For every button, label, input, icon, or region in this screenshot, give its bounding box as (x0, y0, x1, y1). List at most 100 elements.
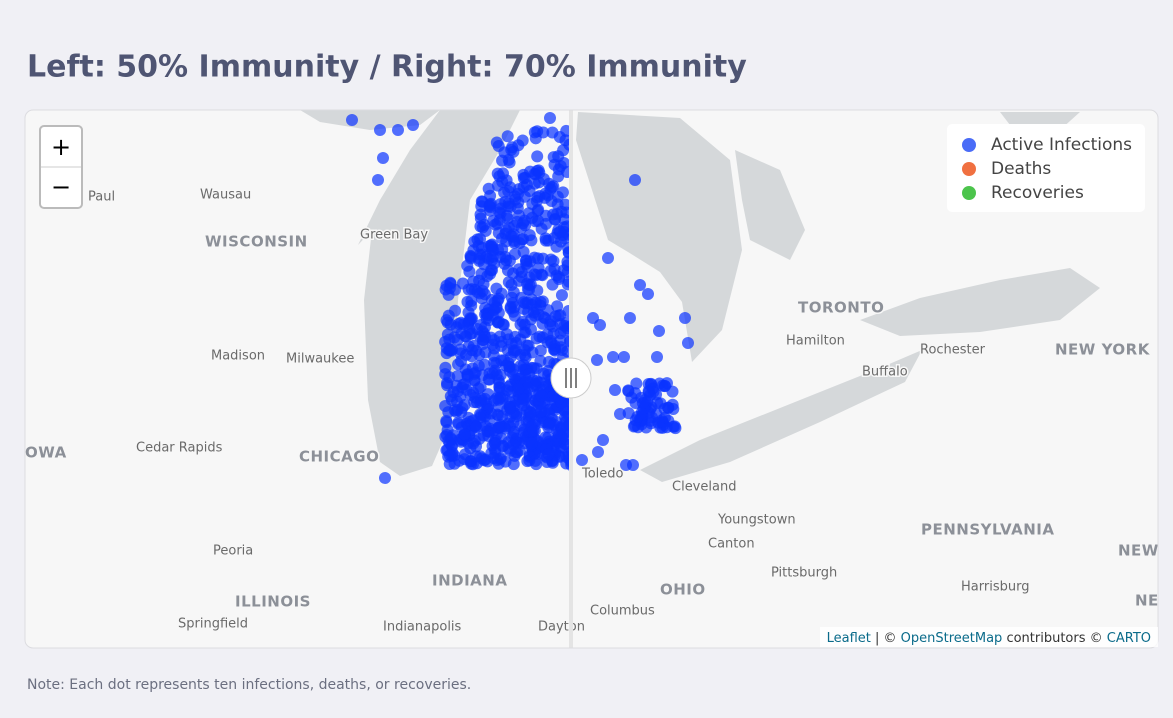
city-label: Rochester (920, 343, 986, 358)
infection-dot (653, 325, 665, 337)
city-label: Wausau (200, 188, 251, 203)
city-label: Pittsburgh (771, 566, 837, 581)
infection-dot (476, 221, 489, 234)
infection-dot (489, 437, 502, 450)
infection-dot (374, 124, 386, 136)
lakes (300, 110, 1100, 482)
infection-dot (528, 126, 541, 139)
infection-dot (546, 278, 559, 291)
infection-dot (679, 312, 691, 324)
infection-dot (544, 112, 556, 124)
infection-dot (591, 354, 603, 366)
infection-dot (474, 212, 487, 225)
infection-dot (346, 114, 358, 126)
city-label: Peoria (213, 544, 253, 559)
infection-dot (534, 405, 547, 418)
infection-dot (521, 381, 534, 394)
infection-dot (484, 204, 497, 217)
infection-dot (372, 174, 384, 186)
title: Left: 50% Immunity / Right: 70% Immunity (27, 50, 747, 85)
infection-dot (487, 244, 500, 257)
infection-dot (491, 294, 504, 307)
infection-dot (515, 271, 528, 284)
dots-right (576, 174, 694, 471)
attribution-link[interactable]: CARTO (1107, 631, 1151, 646)
attribution: Leaflet | © OpenStreetMap contributors ©… (827, 631, 1151, 646)
infection-dot (534, 344, 547, 357)
infection-dot (624, 312, 636, 324)
infection-dot (554, 334, 567, 347)
infection-dot (651, 351, 663, 363)
infection-dot (587, 312, 599, 324)
zoom-out[interactable]: − (51, 173, 71, 201)
zoom-control: + − (39, 125, 83, 209)
infection-dot (530, 194, 543, 207)
city-label: Paul (88, 190, 115, 205)
infection-dot (542, 418, 555, 431)
zoom-in[interactable]: + (51, 133, 71, 161)
infection-dot (453, 454, 466, 467)
infection-dot (541, 328, 554, 341)
infection-dot (392, 124, 404, 136)
infection-dot (504, 444, 517, 457)
infection-dot (537, 126, 550, 139)
infection-dot (477, 429, 490, 442)
region-label: NEW (1118, 542, 1159, 560)
infection-dot (524, 323, 537, 336)
infection-dot (602, 252, 614, 264)
infection-dot (478, 258, 491, 271)
infection-dot (667, 420, 680, 433)
infection-dot (508, 309, 521, 322)
city-label: Canton (708, 537, 755, 552)
infection-dot (461, 370, 474, 383)
region-label: TORONTO (798, 299, 884, 317)
infection-dot (609, 384, 621, 396)
infection-dot (555, 289, 568, 302)
infection-dot (496, 392, 509, 405)
infection-dot (497, 318, 510, 331)
georgian-bay (735, 150, 805, 260)
infection-dot (531, 284, 544, 297)
infection-dot (622, 385, 635, 398)
infection-dot (547, 180, 560, 193)
region-label: CHICAGO (299, 448, 379, 466)
infection-dot (533, 166, 546, 179)
infection-dot (514, 318, 527, 331)
infection-dot (530, 269, 543, 282)
attribution-link[interactable]: Leaflet (827, 631, 871, 646)
infection-dot (486, 309, 499, 322)
lake-huron (576, 112, 742, 362)
infection-dot (520, 257, 533, 270)
infection-dot (439, 283, 452, 296)
infection-dot (491, 167, 504, 180)
infection-dot (491, 179, 504, 192)
infection-dot (462, 283, 475, 296)
region-label: NEW YORK (1055, 341, 1151, 359)
infection-dot (468, 396, 481, 409)
infection-dot (539, 187, 552, 200)
infection-dot (682, 337, 694, 349)
infection-dot (452, 358, 465, 371)
infection-dot (505, 291, 518, 304)
infection-dot (539, 232, 552, 245)
city-label: Hamilton (786, 334, 845, 349)
divider-handle[interactable] (550, 357, 592, 399)
note: Note: Each dot represents ten infections… (27, 677, 471, 693)
infection-dot (531, 150, 544, 163)
attribution-link[interactable]: OpenStreetMap (901, 631, 1003, 646)
city-label: Green Bay (360, 228, 428, 243)
infection-dot (502, 276, 515, 289)
infection-dot (454, 343, 467, 356)
infection-dot (507, 228, 520, 241)
infection-dot (482, 373, 495, 386)
infection-dot (530, 458, 543, 471)
infection-dot (461, 295, 474, 308)
infection-dot (614, 408, 626, 420)
infection-dot (562, 242, 570, 255)
infection-dot (562, 275, 570, 288)
region-label: OHIO (660, 581, 706, 599)
infection-dot (488, 257, 501, 270)
city-label: Dayton (538, 620, 585, 635)
infection-dot (503, 420, 516, 433)
